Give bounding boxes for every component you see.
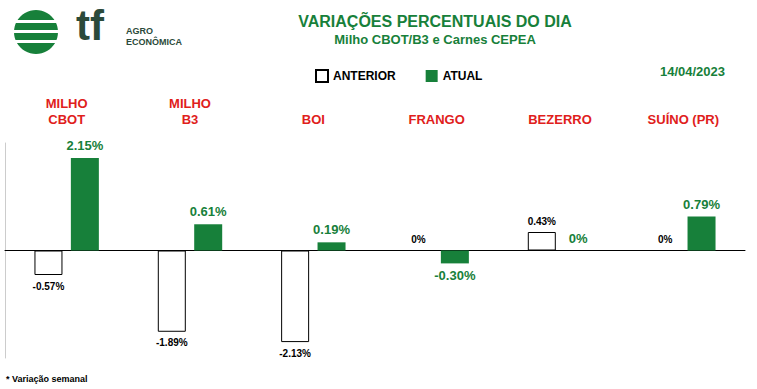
svg-text:BEZERRO: BEZERRO bbox=[528, 112, 592, 127]
svg-text:0%: 0% bbox=[411, 234, 426, 245]
svg-text:0.19%: 0.19% bbox=[313, 222, 350, 237]
svg-text:-0.57%: -0.57% bbox=[33, 281, 65, 292]
svg-text:B3: B3 bbox=[182, 112, 199, 127]
svg-text:AGRO: AGRO bbox=[126, 26, 153, 36]
svg-text:BOI: BOI bbox=[302, 112, 325, 127]
svg-text:VARIAÇÕES PERCENTUAIS DO DIA: VARIAÇÕES PERCENTUAIS DO DIA bbox=[298, 11, 572, 30]
svg-text:0.61%: 0.61% bbox=[190, 204, 227, 219]
svg-text:-1.89%: -1.89% bbox=[156, 337, 188, 348]
svg-text:FRANGO: FRANGO bbox=[408, 112, 464, 127]
svg-text:Milho CBOT/B3 e Carnes CEPEA: Milho CBOT/B3 e Carnes CEPEA bbox=[334, 32, 536, 47]
svg-text:CBOT: CBOT bbox=[48, 112, 85, 127]
svg-text:SUÍNO (PR): SUÍNO (PR) bbox=[648, 112, 720, 127]
svg-text:0%: 0% bbox=[569, 231, 588, 246]
svg-text:ANTERIOR: ANTERIOR bbox=[333, 69, 396, 83]
svg-text:0%: 0% bbox=[658, 234, 673, 245]
svg-text:MILHO: MILHO bbox=[169, 96, 211, 111]
svg-text:tf: tf bbox=[76, 2, 105, 49]
svg-text:0.43%: 0.43% bbox=[528, 216, 556, 227]
svg-text:ATUAL: ATUAL bbox=[443, 69, 483, 83]
svg-text:0.79%: 0.79% bbox=[683, 197, 720, 212]
svg-text:-0.30%: -0.30% bbox=[434, 268, 476, 283]
svg-text:-2.13%: -2.13% bbox=[279, 348, 311, 359]
svg-text:ECONÔMICA: ECONÔMICA bbox=[126, 36, 183, 47]
svg-text:2.15%: 2.15% bbox=[66, 138, 103, 153]
svg-text:14/04/2023: 14/04/2023 bbox=[660, 64, 725, 79]
svg-text:* Variação semanal: * Variação semanal bbox=[6, 374, 88, 384]
svg-text:MILHO: MILHO bbox=[46, 96, 88, 111]
